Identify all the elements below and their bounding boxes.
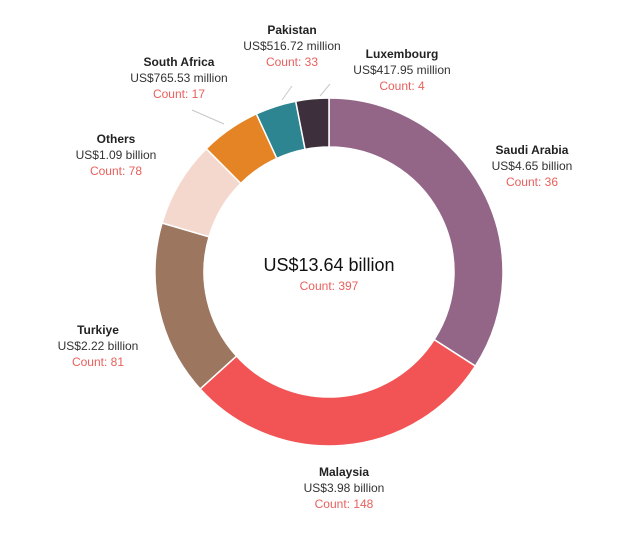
slice-name: Malaysia bbox=[318, 465, 370, 479]
slice-count: Count: 81 bbox=[71, 355, 125, 369]
slice-name: Pakistan bbox=[267, 23, 317, 37]
donut-center-total: US$13.64 billion Count: 397 bbox=[229, 253, 429, 295]
donut-slices bbox=[154, 97, 504, 447]
slice-value: US$4.65 billion bbox=[491, 159, 573, 173]
slice-value: US$1.09 billion bbox=[75, 148, 157, 162]
slice-value: US$516.72 million bbox=[243, 39, 341, 53]
total-count: Count: 397 bbox=[299, 279, 359, 293]
slice-value: US$2.22 billion bbox=[57, 339, 139, 353]
slice-label-malaysia: Malaysia US$3.98 billion Count: 148 bbox=[289, 464, 399, 512]
slice-count: Count: 148 bbox=[314, 497, 374, 511]
slice-label-turkiye: Turkiye US$2.22 billion Count: 81 bbox=[48, 322, 148, 370]
slice-malaysia[interactable] bbox=[199, 338, 477, 447]
slice-turkiye[interactable] bbox=[154, 222, 238, 391]
slice-count: Count: 4 bbox=[379, 79, 425, 93]
slice-value: US$3.98 billion bbox=[303, 481, 385, 495]
slice-name: South Africa bbox=[143, 55, 215, 69]
leader-line-south-africa bbox=[191, 109, 225, 125]
slice-value: US$765.53 million bbox=[130, 71, 228, 85]
slice-saudi-arabia[interactable] bbox=[328, 97, 504, 368]
slice-count: Count: 78 bbox=[89, 164, 143, 178]
slice-luxembourg[interactable] bbox=[294, 97, 330, 151]
leader-line-pakistan bbox=[281, 85, 293, 101]
slice-count: Count: 17 bbox=[152, 87, 206, 101]
slice-label-south-africa: South Africa US$765.53 million Count: 17 bbox=[114, 54, 244, 102]
slice-label-pakistan: Pakistan US$516.72 million Count: 33 bbox=[226, 22, 358, 70]
slice-name: Others bbox=[96, 132, 136, 146]
slice-count: Count: 36 bbox=[505, 175, 559, 189]
slice-label-others: Others US$1.09 billion Count: 78 bbox=[66, 131, 166, 179]
leader-line-luxembourg bbox=[319, 83, 331, 97]
slice-name: Luxembourg bbox=[365, 47, 439, 61]
slice-value: US$417.95 million bbox=[353, 63, 451, 77]
slice-label-luxembourg: Luxembourg US$417.95 million Count: 4 bbox=[340, 46, 464, 94]
leader-lines bbox=[191, 83, 331, 125]
slice-name: Saudi Arabia bbox=[495, 143, 569, 157]
slice-name: Turkiye bbox=[77, 323, 119, 337]
total-amount: US$13.64 billion bbox=[263, 255, 395, 275]
slice-count: Count: 33 bbox=[265, 55, 319, 69]
slice-label-saudi-arabia: Saudi Arabia US$4.65 billion Count: 36 bbox=[484, 142, 580, 190]
